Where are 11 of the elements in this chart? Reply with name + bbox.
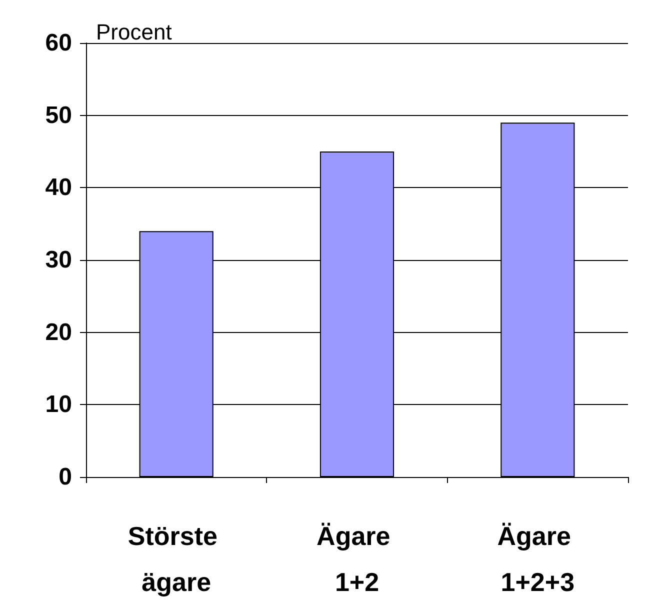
y-tick-label: 20 [45, 318, 72, 346]
x-tick-label: Ägare 1+2+3 [497, 521, 578, 597]
y-tick-label: 40 [45, 174, 72, 202]
x-tick-label: Ägare 1+2 [316, 521, 398, 597]
y-tick-label: 30 [45, 246, 72, 274]
y-tick-label: 0 [58, 464, 72, 490]
y-tick-label: 50 [45, 102, 72, 129]
y-axis-title: Procent [96, 20, 172, 44]
x-tick-label: Störste ägare [128, 521, 225, 597]
y-tick-label: 10 [45, 391, 72, 418]
y-tick-label: 60 [45, 30, 72, 56]
